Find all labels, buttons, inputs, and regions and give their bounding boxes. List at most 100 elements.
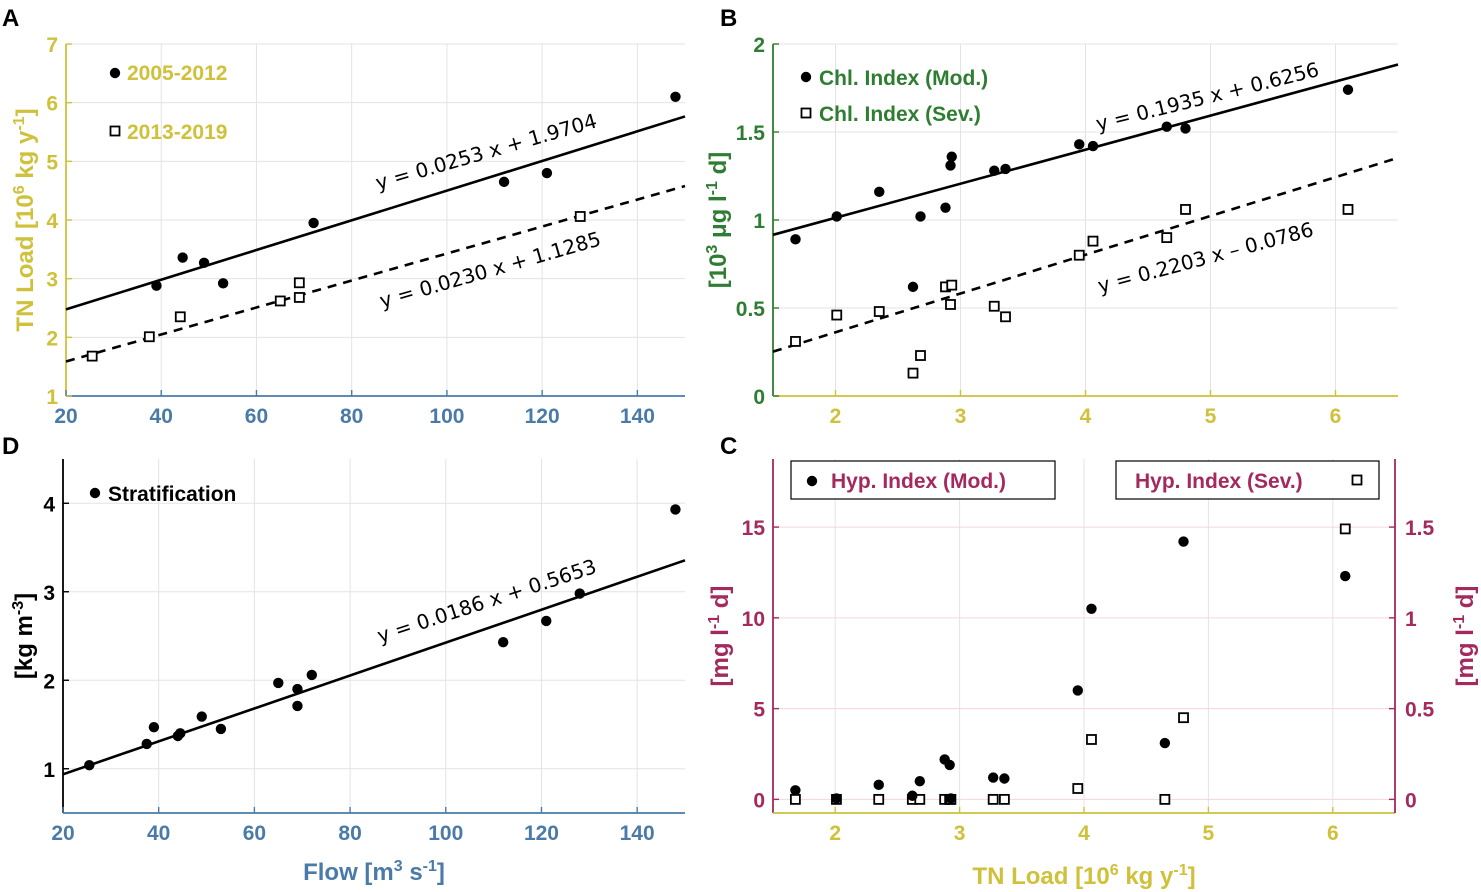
fit-equation-dashed: y = 0.0230 x + 1.1285: [377, 227, 604, 313]
data-point-square: [1178, 712, 1189, 724]
data-point-circle: [1161, 121, 1172, 132]
y-tick-label: 5: [753, 699, 765, 722]
x-tick-label: 140: [620, 405, 655, 428]
label-part: TN Load [10: [12, 194, 39, 331]
x-tick-label: 20: [54, 405, 77, 428]
data-point-circle: [670, 91, 681, 103]
data-point-circle: [946, 151, 957, 162]
label-part: d]: [1452, 586, 1479, 615]
label-part: -1: [11, 116, 28, 130]
data-point-square: [1000, 311, 1011, 323]
y-right-tick-label: 0.5: [1405, 699, 1435, 722]
label-part: -1: [1173, 862, 1187, 879]
data-point-circle: [874, 186, 885, 198]
label-part: -1: [704, 181, 721, 195]
data-point-square: [987, 793, 999, 805]
data-point-circle: [151, 280, 162, 291]
y-tick-label: 2: [46, 327, 58, 350]
legend-box-right: [1115, 460, 1380, 500]
y-tick-label: 7: [46, 34, 58, 57]
fit-line-dashed: [772, 156, 1399, 353]
x-tick-label: 60: [245, 405, 268, 428]
x-tick-label: 40: [150, 405, 173, 428]
data-point-square: [790, 336, 801, 347]
x-tick-label: 20: [51, 822, 74, 845]
y-tick-label: 0: [753, 386, 765, 409]
y-tick-label: 0.5: [736, 298, 766, 321]
x-tick-label: 6: [1330, 405, 1342, 428]
data-point-square: [831, 309, 843, 321]
data-point-square: [873, 306, 885, 317]
data-point-circle: [215, 723, 227, 735]
fit-equation-solid: y = 0.1935 x + 0.6256: [1093, 57, 1321, 136]
data-point-square: [274, 295, 286, 307]
data-point-circle: [999, 773, 1010, 784]
data-point-circle: [915, 211, 926, 222]
data-point-square: [1159, 793, 1171, 805]
data-point-circle: [873, 779, 884, 791]
data-point-square: [293, 292, 305, 303]
data-point-circle: [1178, 536, 1189, 547]
y-tick-label: 10: [742, 608, 765, 631]
data-point-square: [1086, 734, 1097, 745]
label-part: s: [403, 859, 423, 886]
x-tick-label: 80: [340, 405, 363, 428]
data-point-circle: [273, 677, 284, 689]
legend-box-left: [790, 460, 1056, 500]
label-part: kg y: [1119, 863, 1174, 890]
data-point-circle: [175, 728, 186, 739]
data-point-circle: [945, 793, 957, 804]
x-tick-label: 4: [1080, 405, 1092, 428]
y-axis-label: TN Load [106 kg y-1]: [11, 108, 39, 331]
label-part: μg l: [705, 195, 732, 244]
data-point-square: [1180, 204, 1191, 215]
data-point-circle: [989, 165, 1000, 176]
label-part: -1: [1451, 615, 1468, 629]
data-point-circle: [790, 785, 801, 796]
data-point-square: [293, 277, 305, 289]
panel-label-b: B: [720, 5, 737, 32]
label-part: [mg l: [1452, 629, 1479, 686]
data-point-circle: [196, 711, 207, 722]
panel-a-chart: 20 40 60 80 100 120 140 1 2 3 4 5 6 7 y = 0.0253 x + 1…: [11, 34, 686, 428]
panel-c-chart: 2 3 4 5 6 0 5 10 15 0 0.5 1 1.5 Hyp. Index (Mod.) Hyp.…: [706, 459, 1479, 890]
x-tick-label: 2: [829, 822, 841, 845]
y-tick-label: 4: [43, 493, 55, 516]
fit-line-solid: [62, 559, 686, 776]
data-point-circle: [1159, 737, 1171, 749]
x-tick-label: 2: [830, 405, 842, 428]
legend-label: Chl. Index (Sev.): [819, 103, 981, 126]
y-axis-label-right: [mg l-1 d]: [1451, 586, 1479, 687]
panel-label-d: D: [2, 433, 19, 460]
data-point-circle: [1342, 84, 1354, 95]
label-part: ]: [1188, 863, 1196, 890]
label-part: [mg l: [707, 629, 734, 686]
y-tick-label: 3: [43, 582, 55, 605]
legend-label: Chl. Index (Mod.): [819, 67, 988, 90]
label-part: ]: [437, 859, 445, 886]
label-part: 3: [394, 858, 403, 875]
y-tick-label: 5: [46, 151, 58, 174]
fit-line-solid: [772, 63, 1399, 237]
data-point-square: [1087, 235, 1099, 247]
data-point-circle: [907, 790, 918, 801]
legend-label: 2013-2019: [127, 121, 227, 144]
legend-label: 2005-2012: [127, 62, 227, 85]
label-part: -1: [423, 858, 437, 875]
fit-line-solid: [65, 115, 686, 311]
data-point-circle: [498, 176, 510, 188]
data-point-circle: [148, 721, 160, 733]
y-tick-label: 1: [753, 210, 765, 233]
data-point-circle: [84, 760, 95, 771]
y-right-tick-label: 0: [1405, 789, 1417, 812]
label-part: -3: [10, 601, 27, 615]
x-tick-label: 120: [525, 405, 560, 428]
x-tick-label: 100: [429, 405, 464, 428]
data-point-square: [789, 793, 801, 805]
y-tick-label: 2: [753, 34, 765, 57]
data-point-circle: [1180, 123, 1191, 134]
x-tick-label: 140: [620, 822, 655, 845]
x-tick-label: 80: [338, 822, 361, 845]
data-point-square: [988, 300, 1000, 312]
